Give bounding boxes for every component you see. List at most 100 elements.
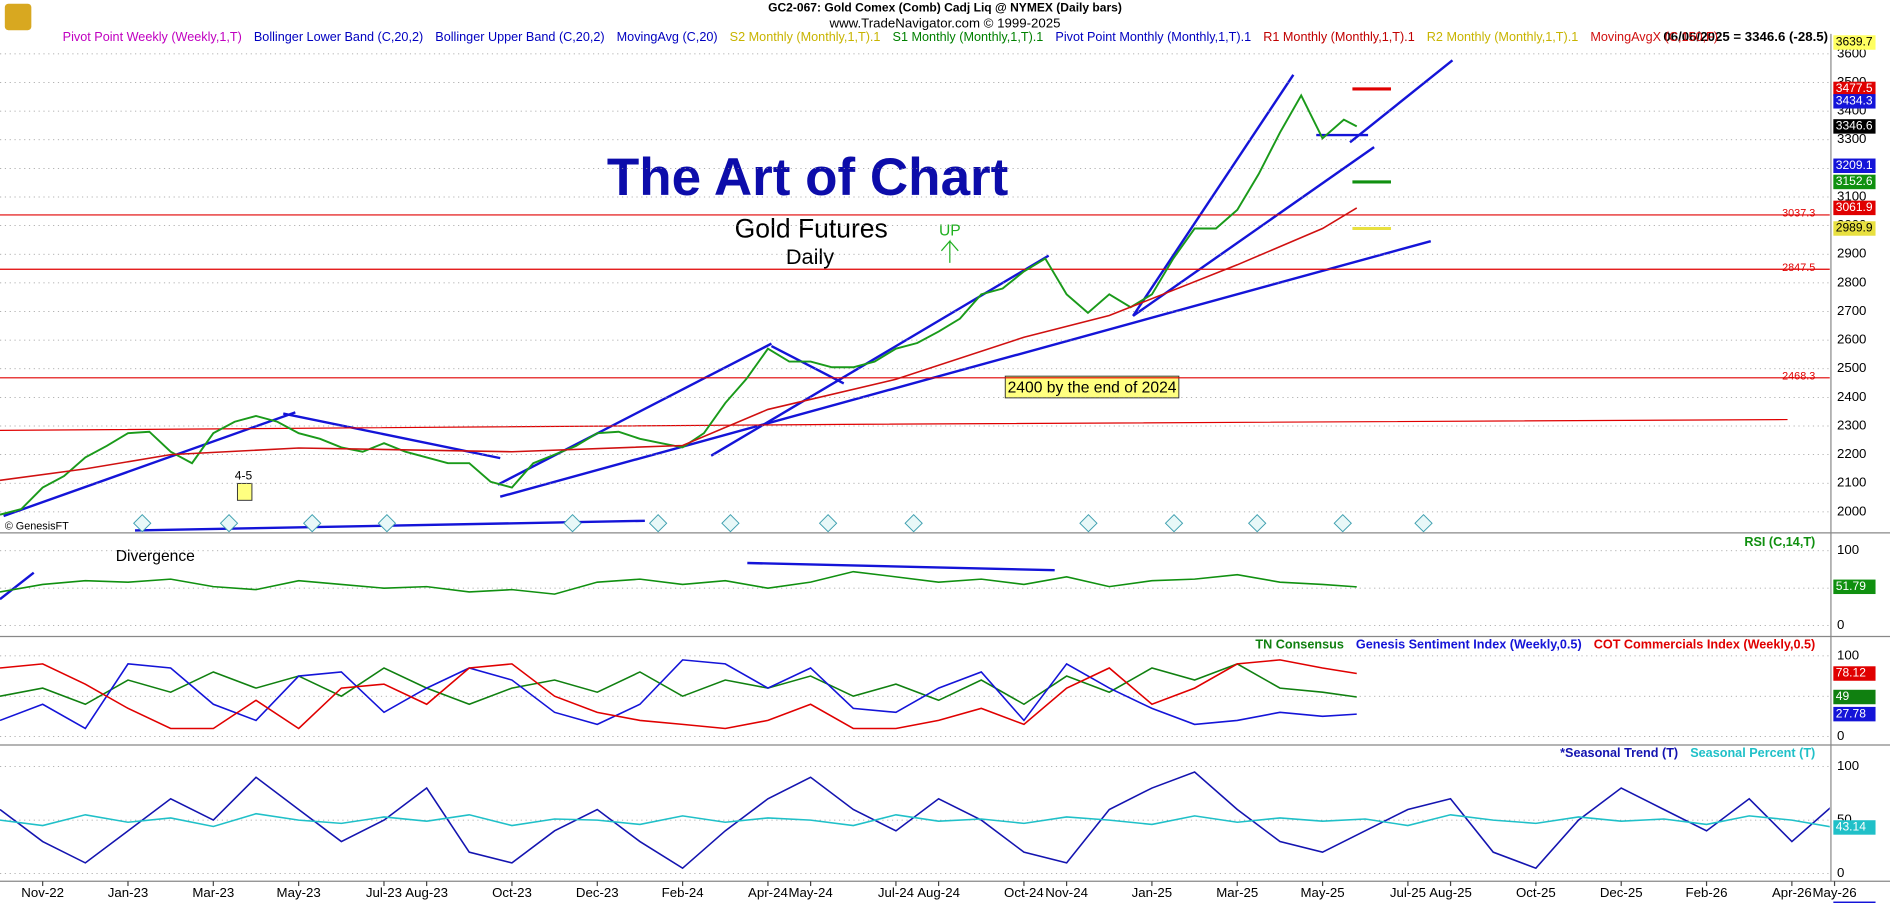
value-badge-label: -32.90 [1836, 901, 1870, 903]
value-badge [1833, 94, 1876, 109]
value-badge [1833, 200, 1876, 216]
x-tick-label: Jan-23 [108, 885, 149, 900]
legend-entry: MovingAvgX (C,150,F) [1590, 30, 1718, 44]
event-icon [1247, 514, 1267, 533]
value-badge [1833, 901, 1876, 903]
legend-entry: RSI (C,14,T) [1744, 535, 1815, 549]
support-line [0, 418, 1788, 432]
legend-entry: R1 Monthly (Monthly,1,T).1 [1263, 30, 1415, 44]
y-tick-label: 2700 [1837, 303, 1866, 318]
y-tick-label: 100 [1837, 647, 1859, 662]
legend-entry: Pivot Point Weekly (Weekly,1,T) [63, 30, 242, 44]
x-tick-label: Oct-24 [1004, 885, 1044, 900]
x-tick-label: Apr-24 [748, 885, 788, 900]
value-badge [1833, 158, 1876, 173]
legend-entry: Seasonal Percent (T) [1690, 746, 1815, 760]
legend-entry: Genesis Sentiment Index (Weekly,0.5) [1356, 637, 1582, 651]
x-tick-label: Oct-25 [1516, 885, 1556, 900]
event-icon [133, 514, 152, 533]
wave-box [236, 482, 253, 501]
x-tick-label: May-24 [789, 885, 833, 900]
legend-entry: Pivot Point Monthly (Monthly,1,T).1 [1055, 30, 1251, 44]
event-icon [302, 514, 322, 533]
copyright: © GenesisFT [5, 521, 69, 533]
trendline [710, 254, 1050, 457]
value-badge-label: 43.14 [1836, 820, 1866, 834]
plot-area [0, 570, 1357, 595]
x-tick-label: Nov-24 [1045, 885, 1088, 900]
divergence-arrow [0, 571, 35, 601]
x-tick-label: Feb-26 [1686, 885, 1728, 900]
annotation-target: 2400 by the end of 2024 [1008, 379, 1177, 396]
value-badge [1833, 579, 1876, 595]
value-badge [1833, 689, 1876, 705]
last-price: 06/06/2025 = 3346.6 (-28.5) [1663, 29, 1828, 44]
y-tick-label: 2500 [1837, 360, 1866, 375]
value-badge [1833, 35, 1876, 50]
x-tick-label: May-23 [277, 885, 321, 900]
x-tick-label: Jul-24 [878, 885, 914, 900]
x-tick-label: Mar-23 [192, 885, 234, 900]
event-icon [1414, 514, 1433, 533]
event-icon [818, 514, 838, 533]
value-badge-label: 3152.6 [1836, 174, 1873, 188]
x-tick-label: May-25 [1300, 885, 1344, 900]
value-badge-label: 3346.6 [1836, 119, 1873, 133]
value-badge-label: 3061.9 [1836, 200, 1873, 214]
value-badge-label: 51.79 [1836, 579, 1866, 593]
legend-entry: S2 Monthly (Monthly,1,T).1 [730, 30, 881, 44]
value-badge-label: 78.12 [1836, 666, 1866, 680]
annotation-up: UP [939, 223, 961, 240]
event-icon [721, 514, 740, 533]
legend-entry: MovingAvg (C,20) [617, 30, 718, 44]
x-tick-label: Mar-25 [1216, 885, 1258, 900]
legend-entry: S1 Monthly (Monthly,1,T).1 [893, 30, 1044, 44]
y-tick-label: 0 [1837, 728, 1844, 743]
value-badge [1833, 666, 1876, 681]
y-tick-label: 3300 [1837, 131, 1866, 146]
value-badge-label: 3477.5 [1836, 81, 1873, 95]
event-icons [133, 514, 1433, 533]
series-line [0, 207, 1358, 482]
trendline [497, 342, 772, 486]
value-badge-label: 3639.7 [1836, 35, 1873, 49]
event-icon [648, 514, 668, 533]
event-icon [904, 514, 923, 533]
chart-period: Daily [786, 244, 834, 269]
chart-subtitle: Gold Futures [735, 213, 888, 243]
y-tick-label: 0 [1837, 617, 1844, 632]
value-badge-label: 49 [1836, 689, 1850, 703]
trendline [770, 344, 845, 385]
level-label: 2847.5 [1782, 262, 1815, 274]
y-tick-label: 0 [1837, 865, 1844, 880]
annotation-wave: 4-5 [235, 468, 253, 482]
value-badge [1833, 706, 1876, 722]
value-badge [1833, 119, 1876, 134]
x-tick-label: Dec-23 [576, 885, 619, 900]
plot-area [0, 93, 1358, 516]
value-badge [1833, 174, 1876, 190]
plot-area [0, 659, 1357, 730]
series-line [0, 659, 1357, 730]
y-tick-label: 2300 [1837, 417, 1866, 432]
chart-title: The Art of Chart [607, 148, 1009, 207]
legend-entry: R2 Monthly (Monthly,1,T).1 [1427, 30, 1579, 44]
legend-entry: *Seasonal Trend (T) [1560, 746, 1678, 760]
x-tick-label: Aug-23 [405, 885, 448, 900]
separators [0, 33, 1890, 882]
x-tick-label: Jul-23 [366, 885, 402, 900]
event-icon [1164, 514, 1184, 533]
series-line [0, 659, 1357, 730]
legend-entry: Bollinger Lower Band (C,20,2) [254, 30, 423, 44]
level-label: 3037.3 [1782, 208, 1815, 220]
event-icon [1079, 514, 1098, 533]
value-badge [1833, 81, 1876, 97]
trendline [1349, 59, 1454, 144]
y-tick-label: 2400 [1837, 389, 1866, 404]
trendline [3, 411, 296, 518]
trendline [1132, 74, 1295, 317]
y-tick-label: 3100 [1837, 188, 1866, 203]
x-tick-label: Aug-25 [1429, 885, 1472, 900]
